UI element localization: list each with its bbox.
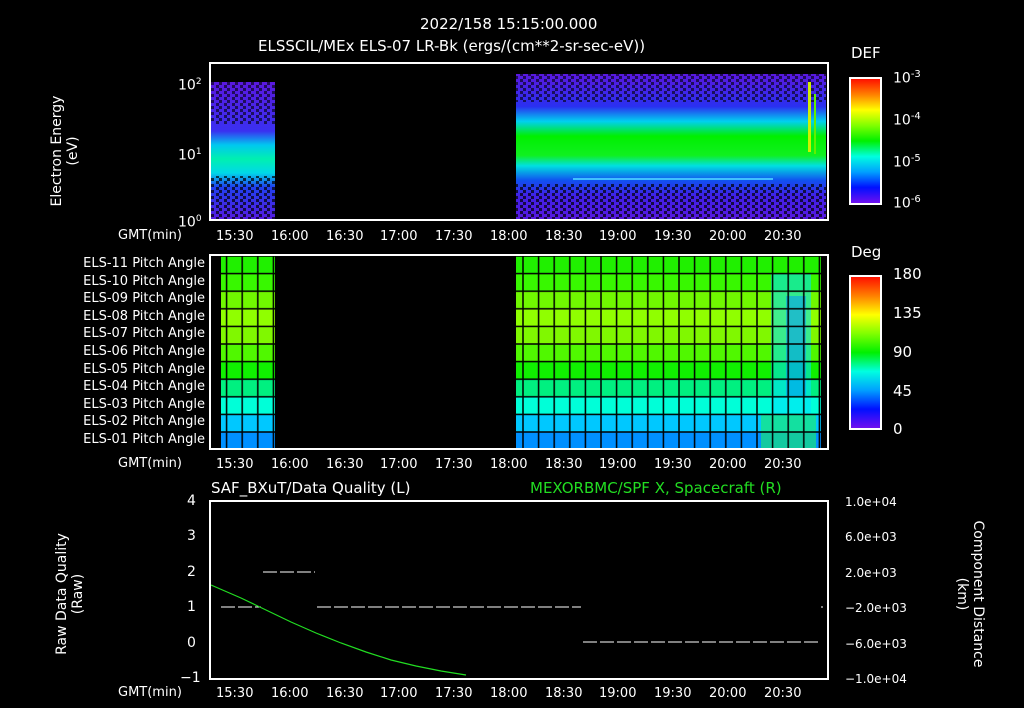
right-ytick: −2.0e+03 <box>845 601 907 615</box>
left-ytick: 2 <box>187 564 196 580</box>
time-tick: 17:30 <box>435 229 473 244</box>
deg-tick: 0 <box>893 420 903 438</box>
time-tick: 16:30 <box>326 457 364 472</box>
time-tick: 17:00 <box>380 686 418 701</box>
panel1-ytick-100: 102 <box>178 77 202 94</box>
panel3-right-ylabel-line1: Component Distance <box>970 520 986 668</box>
plot-subtitle: ELSSCIL/MEx ELS-07 LR-Bk (ergs/(cm**2-sr… <box>258 37 646 55</box>
time-tick: 16:00 <box>271 686 309 701</box>
row-label: ELS-11 Pitch Angle <box>83 256 205 271</box>
def-tick-1e-6: 10-6 <box>893 194 921 212</box>
row-label: ELS-02 Pitch Angle <box>83 414 205 430</box>
deg-tick: 45 <box>893 382 913 400</box>
spectrogram-graphic <box>211 74 826 219</box>
time-axis-label: GMT(min) <box>118 228 182 243</box>
right-ytick: −6.0e+03 <box>845 637 907 651</box>
time-tick: 16:30 <box>326 686 364 701</box>
time-tick: 17:30 <box>435 457 473 472</box>
right-ytick: 6.0e+03 <box>845 530 897 544</box>
def-tick-1e-5: 10-5 <box>893 153 921 171</box>
time-tick: 20:00 <box>709 229 747 244</box>
time-tick: 18:00 <box>490 686 528 701</box>
row-label: ELS-07 Pitch Angle <box>83 326 205 342</box>
panel1-ylabel-line1: Electron Energy <box>49 95 65 207</box>
time-tick: 20:00 <box>709 457 747 472</box>
def-tick-1e-3: 10-3 <box>893 69 921 87</box>
def-colorbar-title: DEF <box>851 44 881 62</box>
left-ytick: 3 <box>187 528 196 544</box>
plot-timestamp: 2022/158 15:15:00.000 <box>420 15 598 33</box>
time-tick: 16:00 <box>271 457 309 472</box>
spf-x-series <box>211 584 467 676</box>
panel1-ylabel: Electron Energy (eV) <box>49 71 81 231</box>
time-tick: 20:00 <box>709 686 747 701</box>
pitch-angle-graphic <box>221 256 821 448</box>
deg-tick: 180 <box>893 265 922 283</box>
time-tick: 19:30 <box>654 229 692 244</box>
panel3-right-ylabel: Component Distance (km) <box>954 504 986 684</box>
panel3-left-ylabel: Raw Data Quality (Raw) <box>54 504 86 684</box>
time-axis-1: 15:30 16:00 16:30 17:00 17:30 18:00 18:3… <box>216 229 816 244</box>
time-axis-3: 15:30 16:00 16:30 17:00 17:30 18:00 18:3… <box>216 686 816 701</box>
time-tick: 18:30 <box>545 457 583 472</box>
panel3-left-ylabel-line2: (Raw) <box>70 573 86 615</box>
time-tick: 15:30 <box>216 457 254 472</box>
time-axis-label: GMT(min) <box>118 456 182 471</box>
panel1-ytick-1: 100 <box>178 214 202 231</box>
time-tick: 18:00 <box>490 229 528 244</box>
time-tick: 20:30 <box>764 686 802 701</box>
row-label: ELS-09 Pitch Angle <box>83 291 205 307</box>
time-tick: 16:30 <box>326 229 364 244</box>
panel1-ylabel-line2: (eV) <box>65 136 81 166</box>
left-ytick: −1 <box>180 670 201 686</box>
time-tick: 16:00 <box>271 229 309 244</box>
right-ytick: −1.0e+04 <box>845 672 907 686</box>
panel1-ytick-10: 101 <box>178 147 202 164</box>
time-tick: 18:00 <box>490 457 528 472</box>
time-tick: 17:30 <box>435 686 473 701</box>
time-tick: 20:30 <box>764 457 802 472</box>
left-ytick: 1 <box>187 599 196 615</box>
time-tick: 17:00 <box>380 229 418 244</box>
deg-colorbar-title: Deg <box>851 243 882 261</box>
time-tick: 17:00 <box>380 457 418 472</box>
time-tick: 19:00 <box>599 686 637 701</box>
time-tick: 20:30 <box>764 229 802 244</box>
right-ytick: 2.0e+03 <box>845 566 897 580</box>
row-label: ELS-04 Pitch Angle <box>83 379 205 395</box>
time-tick: 19:00 <box>599 457 637 472</box>
row-label: ELS-10 Pitch Angle <box>83 273 205 289</box>
energy-spectrogram[interactable] <box>209 62 829 221</box>
pitch-angle-grid[interactable] <box>209 254 829 450</box>
row-label: ELS-03 Pitch Angle <box>83 396 205 412</box>
right-ytick: 1.0e+04 <box>845 495 897 509</box>
panel3-right-title: MEXORBMC/SPF X, Spacecraft (R) <box>530 479 782 497</box>
time-tick: 19:30 <box>654 457 692 472</box>
time-tick: 15:30 <box>216 686 254 701</box>
row-label: ELS-01 Pitch Angle <box>83 432 205 447</box>
data-quality-plot[interactable] <box>209 500 829 680</box>
row-label: ELS-06 Pitch Angle <box>83 344 205 359</box>
time-tick: 18:30 <box>545 686 583 701</box>
time-tick: 19:00 <box>599 229 637 244</box>
time-tick: 15:30 <box>216 229 254 244</box>
def-colorbar <box>849 77 882 205</box>
row-label: ELS-05 Pitch Angle <box>83 361 205 377</box>
panel3-left-ylabel-line1: Raw Data Quality <box>54 533 70 655</box>
left-ytick: 0 <box>187 635 196 651</box>
def-tick-1e-4: 10-4 <box>893 111 921 129</box>
time-tick: 18:30 <box>545 229 583 244</box>
data-quality-series <box>221 571 823 643</box>
time-axis-label: GMT(min) <box>118 685 182 700</box>
panel3-left-title: SAF_BXuT/Data Quality (L) <box>211 479 411 497</box>
time-axis-2: 15:30 16:00 16:30 17:00 17:30 18:00 18:3… <box>216 457 816 472</box>
deg-tick: 135 <box>893 304 922 322</box>
time-tick: 19:30 <box>654 686 692 701</box>
data-quality-graphic <box>211 571 823 676</box>
left-ytick: 4 <box>187 493 196 509</box>
row-label: ELS-08 Pitch Angle <box>83 308 205 324</box>
deg-colorbar <box>849 275 882 430</box>
deg-tick: 90 <box>893 343 913 361</box>
panel3-right-ylabel-line2: (km) <box>954 577 970 611</box>
